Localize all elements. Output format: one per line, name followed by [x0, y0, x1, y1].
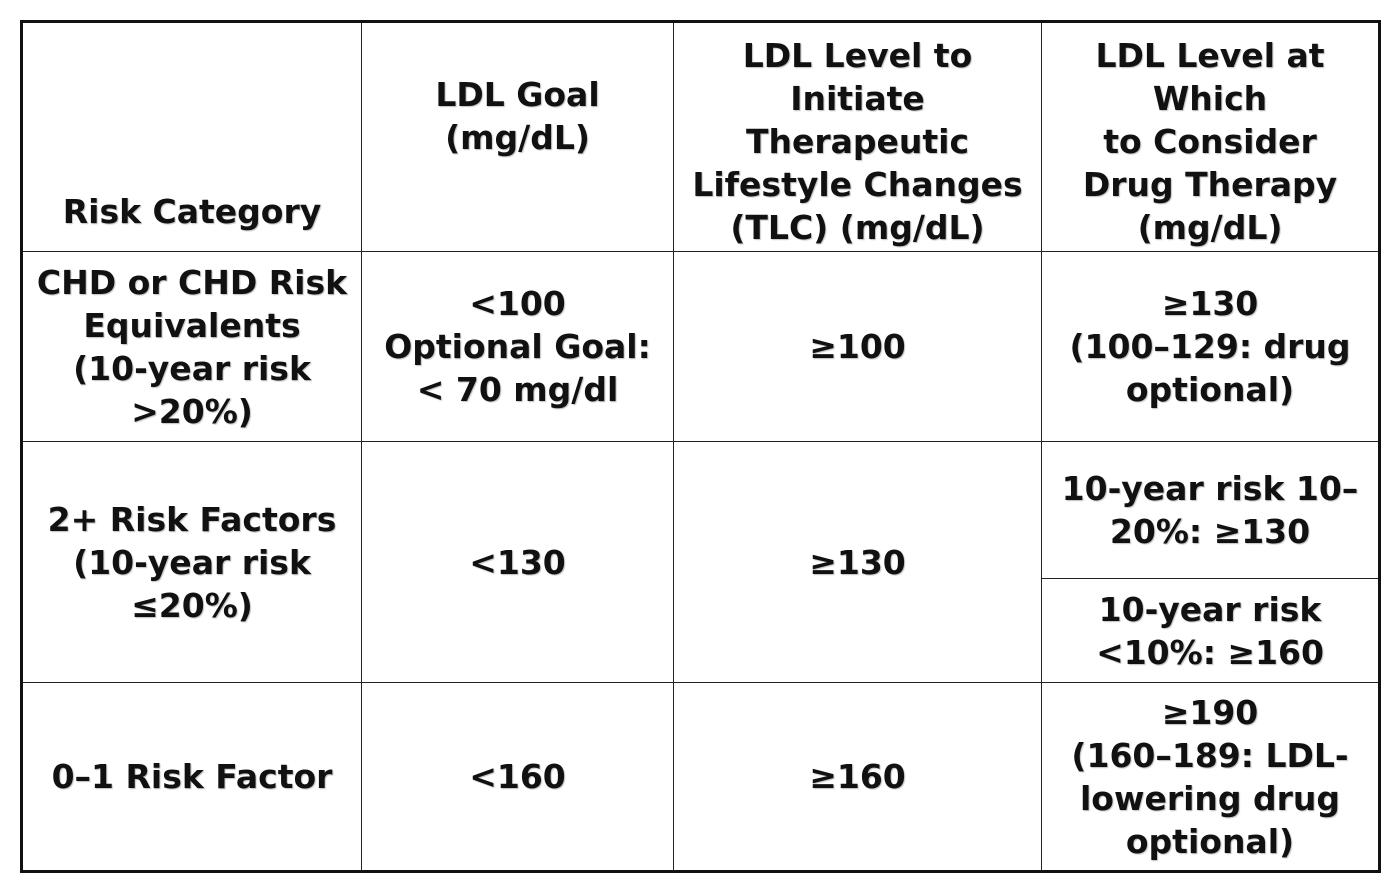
table-row-2plus-risk-sub: 10-year risk <10%: ≥160 — [22, 578, 1380, 683]
cell-text: 2+ Risk Factors — [47, 499, 337, 539]
cell-text: ≤20%) — [131, 585, 253, 625]
cell-text: Optional Goal: — [384, 327, 651, 366]
tlc-level-cell: ≥130 — [673, 441, 1042, 683]
cell-text: < 70 mg/dl — [416, 370, 619, 409]
header-text: (TLC) (mg/dL) — [730, 208, 985, 247]
drug-therapy-cell: ≥190 (160–189: LDL- lowering drug option… — [1041, 682, 1380, 872]
cell-text: (10-year risk — [73, 348, 311, 388]
cell-text: Equivalents — [83, 305, 301, 345]
drug-therapy-cell-high-risk: 10-year risk 10– 20%: ≥130 — [1041, 441, 1380, 579]
header-risk-category: Risk Category — [21, 21, 362, 252]
cell-text: 20%: ≥130 — [1109, 512, 1311, 551]
cell-text: (100–129: drug — [1069, 327, 1351, 366]
cell-text: (160–189: LDL- — [1071, 735, 1349, 775]
header-text: (mg/dL) — [1137, 208, 1283, 247]
header-text: LDL Level to — [742, 36, 973, 75]
header-text: to Consider — [1103, 122, 1317, 161]
cell-text: lowering drug — [1079, 778, 1341, 818]
ldl-goal-cell: <130 — [361, 441, 674, 683]
risk-category-cell: 2+ Risk Factors (10-year risk ≤20%) — [21, 441, 362, 683]
cell-text: <160 — [469, 757, 566, 796]
table-row-chd: CHD or CHD Risk Equivalents (10-year ris… — [21, 251, 1380, 442]
cell-text: optional) — [1125, 370, 1295, 409]
cell-text: ≥190 — [1161, 692, 1259, 732]
cell-text: 10-year risk 10– — [1061, 469, 1359, 508]
tlc-level-cell: ≥160 — [673, 682, 1042, 872]
cell-text: ≥130 — [809, 542, 906, 582]
header-text: LDL Goal — [435, 75, 600, 114]
ldl-guidelines-table: Risk Category LDL Goal (mg/dL) LDL Level… — [20, 20, 1381, 873]
header-drug-therapy-level: LDL Level at Which to Consider Drug Ther… — [1041, 21, 1380, 252]
cell-text: <10%: ≥160 — [1096, 632, 1324, 672]
cell-text: 0–1 Risk Factor — [51, 757, 333, 796]
risk-category-cell: 0–1 Risk Factor — [21, 682, 362, 872]
ldl-goal-cell: <160 — [361, 682, 674, 872]
table-row-0-1-risk: 0–1 Risk Factor <160 ≥160 ≥190 (160–189:… — [21, 682, 1380, 872]
cell-text: <100 — [469, 284, 566, 323]
drug-therapy-cell: ≥130 (100–129: drug optional) — [1041, 251, 1380, 442]
cell-text: <130 — [469, 542, 566, 582]
risk-category-cell: CHD or CHD Risk Equivalents (10-year ris… — [21, 251, 362, 442]
header-text: Risk Category — [62, 192, 322, 231]
header-text: Which — [1152, 79, 1268, 118]
cell-text: ≥160 — [809, 757, 906, 796]
header-text: Initiate — [790, 79, 925, 118]
cell-text: 10-year risk — [1098, 589, 1322, 629]
cell-text: optional) — [1125, 821, 1295, 861]
header-tlc-level: LDL Level to Initiate Therapeutic Lifest… — [673, 21, 1042, 252]
header-text: Drug Therapy — [1082, 165, 1338, 204]
header-text: LDL Level at — [1095, 36, 1325, 75]
header-text: (mg/dL) — [445, 118, 590, 157]
header-text: Lifestyle Changes — [692, 165, 1023, 204]
header-row: Risk Category LDL Goal (mg/dL) LDL Level… — [21, 21, 1380, 252]
cell-text: ≥100 — [809, 327, 906, 366]
cell-text: >20%) — [131, 391, 253, 431]
cell-text: ≥130 — [1161, 284, 1259, 323]
drug-therapy-cell-low-risk: 10-year risk <10%: ≥160 — [1041, 578, 1380, 683]
ldl-goal-cell: <100 Optional Goal: < 70 mg/dl — [361, 251, 674, 442]
tlc-level-cell: ≥100 — [673, 251, 1042, 442]
cell-text: (10-year risk — [73, 542, 311, 582]
table-row-2plus-risk: 2+ Risk Factors (10-year risk ≤20%) <130… — [21, 441, 1380, 683]
header-text: Therapeutic — [745, 122, 970, 161]
header-ldl-goal: LDL Goal (mg/dL) — [361, 21, 674, 252]
cell-text: CHD or CHD Risk — [36, 262, 348, 302]
